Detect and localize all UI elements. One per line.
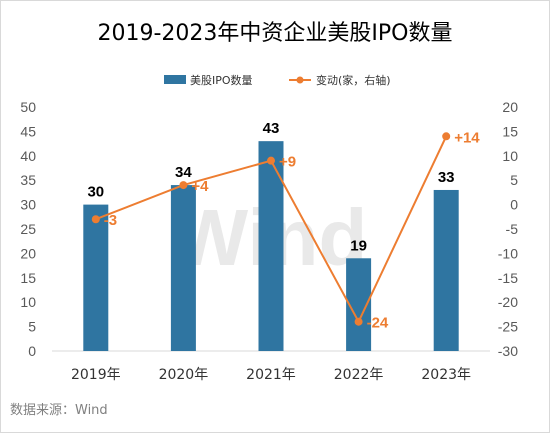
- bar-value-label: 19: [350, 237, 367, 254]
- bar: [433, 189, 459, 351]
- y-tick-label: 5: [28, 319, 36, 335]
- bar: [170, 185, 196, 351]
- change-point: [354, 317, 363, 326]
- y2-tick-label: -20: [498, 294, 518, 310]
- bar-value-label: 34: [175, 164, 192, 181]
- chart-title: 2019-2023年中资企业美股IPO数量: [98, 21, 453, 46]
- change-point: [442, 132, 451, 141]
- bar-value-label: 33: [438, 169, 455, 186]
- y-tick-label: 50: [20, 99, 36, 115]
- x-tick-label: 2023年: [421, 367, 471, 383]
- change-point: [91, 215, 100, 224]
- change-value-label: +9: [279, 154, 296, 171]
- y-tick-label: 15: [20, 270, 36, 286]
- change-line-series: -3 +4 +9 -24 +14: [91, 129, 480, 332]
- y-tick-label: 25: [20, 221, 36, 237]
- change-value-label: -3: [104, 212, 117, 229]
- bar: [83, 204, 109, 351]
- bar-value-label: 30: [87, 184, 104, 201]
- x-tick-label: 2021年: [246, 367, 296, 383]
- y2-tick-label: -5: [506, 221, 519, 237]
- right-axis-ticks: -30 -25 -20 -15 -10 -5 0 5 10 15 20: [498, 99, 518, 359]
- source-note: 数据来源：Wind: [10, 403, 108, 418]
- x-tick-label: 2020年: [159, 367, 209, 383]
- change-value-label: +4: [191, 178, 209, 195]
- y2-tick-label: -10: [498, 245, 518, 261]
- y-tick-label: 20: [20, 245, 36, 261]
- y-tick-label: 45: [20, 123, 36, 139]
- y-tick-label: 35: [20, 172, 36, 188]
- change-point: [179, 181, 188, 190]
- change-value-label: -24: [367, 315, 389, 332]
- y2-tick-label: 5: [510, 172, 518, 188]
- legend-marker-line: [296, 76, 304, 84]
- y2-tick-label: 10: [502, 148, 518, 164]
- bar-value-label: 43: [263, 120, 280, 137]
- y2-tick-label: 0: [510, 197, 518, 213]
- x-tick-label: 2022年: [334, 367, 384, 383]
- y-tick-label: 0: [28, 343, 36, 359]
- legend: 美股IPO数量 变动(家，右轴): [164, 73, 391, 87]
- x-axis-ticks: 2019年 2020年 2021年 2022年 2023年: [71, 367, 471, 383]
- y-tick-label: 10: [20, 294, 36, 310]
- left-axis-ticks: 0 5 10 15 20 25 30 35 40 45 50: [20, 99, 36, 359]
- y2-tick-label: -25: [498, 319, 518, 335]
- y-tick-label: 30: [20, 197, 36, 213]
- change-value-label: +14: [454, 129, 480, 146]
- change-point: [267, 156, 275, 165]
- legend-label-bars: 美股IPO数量: [190, 74, 253, 87]
- y2-tick-label: -15: [498, 270, 518, 286]
- legend-swatch-bars: [164, 75, 186, 84]
- x-tick-label: 2019年: [71, 367, 121, 383]
- y2-tick-label: 20: [502, 99, 518, 115]
- legend-label-line: 变动(家，右轴): [316, 73, 391, 87]
- y2-tick-label: -30: [498, 343, 518, 359]
- bar: [258, 141, 284, 351]
- y2-tick-label: 15: [502, 123, 518, 139]
- y-tick-label: 40: [20, 148, 36, 164]
